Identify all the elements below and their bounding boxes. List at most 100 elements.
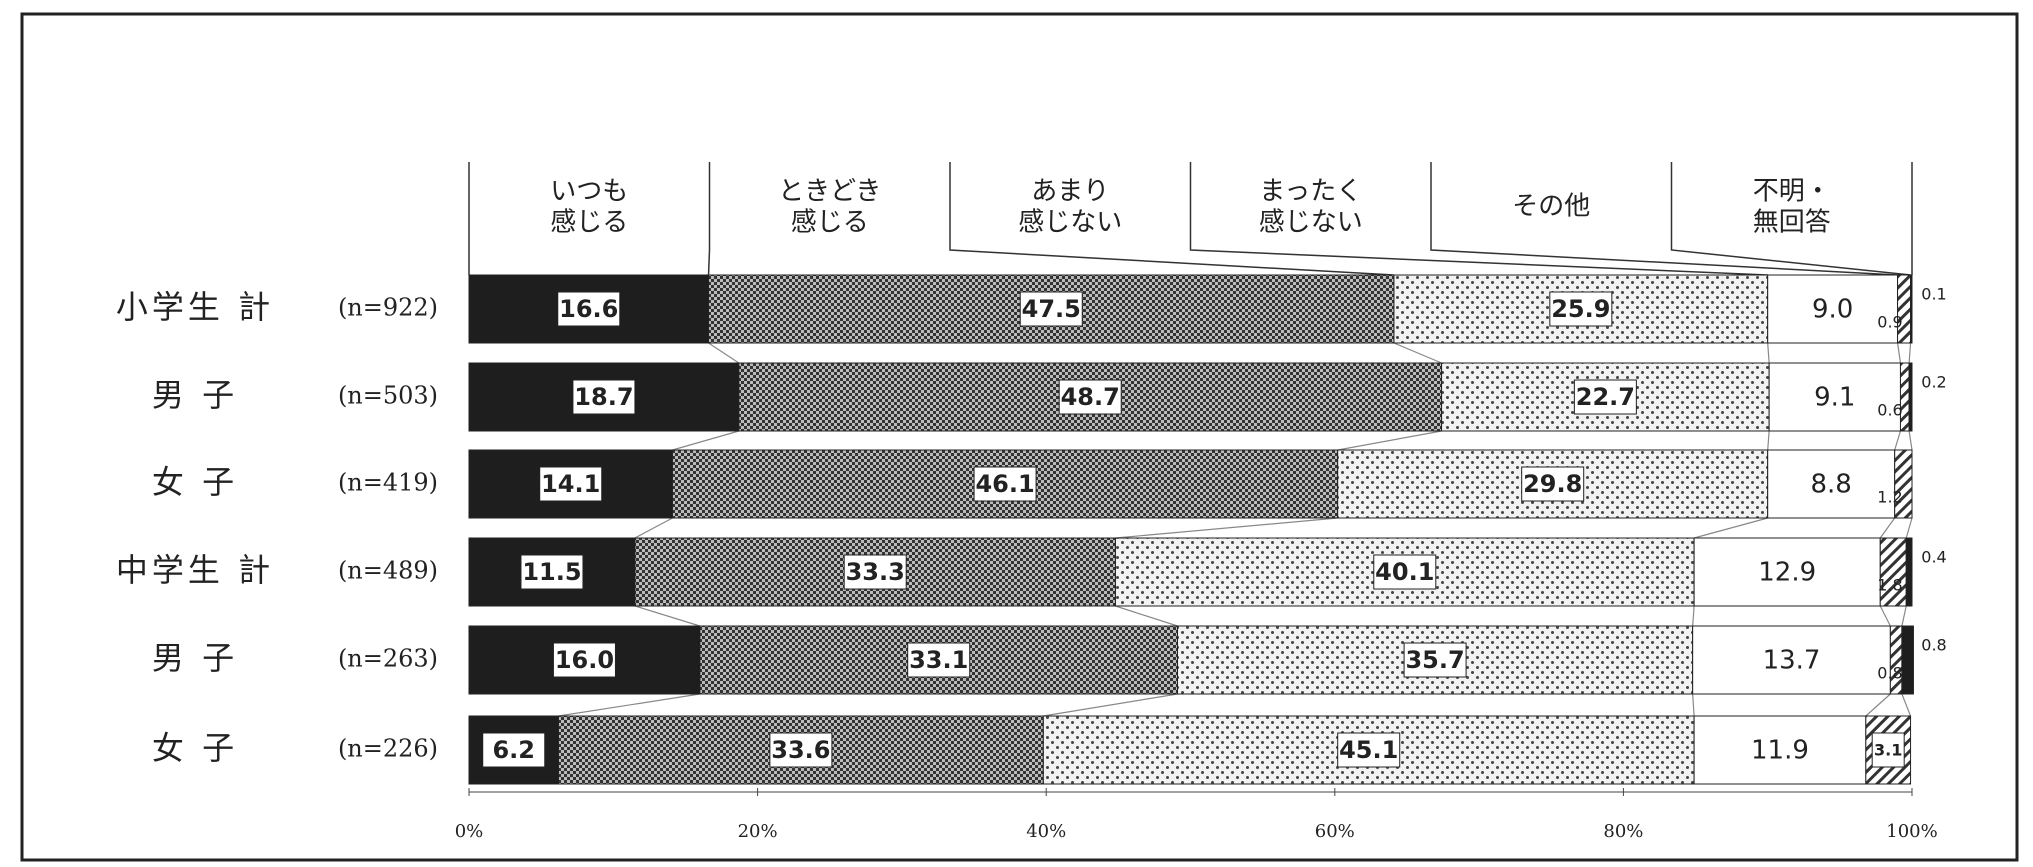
category-label: 女 子 [152, 463, 238, 501]
value-label: 3.1 [1874, 741, 1902, 760]
label-box [539, 466, 603, 502]
value-label: 29.8 [1523, 470, 1582, 498]
value-label: 14.1 [541, 470, 600, 498]
connector [1767, 430, 1770, 451]
label-box [552, 642, 616, 678]
value-label: 12.9 [1758, 558, 1816, 588]
header-divider [949, 162, 1395, 276]
x-tick-label: 20% [738, 821, 778, 842]
label-box [769, 732, 833, 768]
value-label: 33.1 [909, 646, 968, 674]
bar-segment [1693, 715, 1867, 785]
label-box [843, 554, 907, 590]
bar-segment [1767, 274, 1899, 344]
sample-size: (n=503) [338, 382, 438, 410]
connector [1896, 342, 1902, 364]
x-tick-label: 0% [455, 821, 484, 842]
value-label: 0.1 [1921, 285, 1946, 304]
connector [634, 605, 701, 627]
value-label: 1.8 [1877, 576, 1902, 595]
x-tick-label: 60% [1315, 821, 1355, 842]
value-label: 8.8 [1811, 470, 1852, 500]
category-label: 男 子 [152, 376, 238, 414]
label-box [973, 466, 1037, 502]
value-label: 0.9 [1877, 313, 1902, 332]
label-box [1403, 642, 1467, 678]
bar-segment [1894, 449, 1913, 519]
value-label: 9.0 [1812, 295, 1853, 325]
value-label: 33.6 [771, 736, 830, 764]
legend-label: ときどき感じる [778, 176, 881, 237]
label-box [1337, 732, 1401, 768]
connector [1894, 430, 1902, 451]
label-box [1373, 554, 1437, 590]
connector [1692, 605, 1695, 627]
connector [1115, 605, 1178, 627]
connector [1043, 693, 1178, 717]
bar-segment [1692, 625, 1891, 695]
value-label: 16.0 [555, 646, 614, 674]
value-label: 0.6 [1877, 401, 1902, 420]
sample-size: (n=226) [338, 735, 438, 763]
value-label: 45.1 [1339, 736, 1398, 764]
label-box [1549, 291, 1613, 327]
header-divider [1189, 162, 1768, 276]
header-divider [707, 162, 711, 276]
value-label: 35.7 [1405, 646, 1464, 674]
x-tick-label: 80% [1603, 821, 1643, 842]
bar-segment [1767, 449, 1896, 519]
connector [1767, 342, 1770, 364]
label-box [1521, 466, 1585, 502]
connector [1879, 517, 1896, 539]
connector [708, 342, 740, 364]
value-label: 18.7 [574, 383, 633, 411]
value-label: 0.4 [1921, 548, 1946, 567]
legend-label: まったく感じない [1259, 176, 1363, 237]
connector [1693, 517, 1768, 539]
value-label: 48.7 [1061, 383, 1120, 411]
value-label: 16.6 [559, 295, 618, 323]
value-label: 1.2 [1877, 488, 1902, 507]
connector [1879, 605, 1891, 627]
value-label: 22.7 [1576, 383, 1635, 411]
connector [634, 517, 673, 539]
bar-segment [1897, 274, 1912, 344]
bar-segment [1693, 537, 1881, 607]
bar-segment [1901, 625, 1914, 695]
label-box [572, 379, 636, 415]
label-box [520, 554, 584, 590]
connector [1908, 342, 1912, 364]
bar-segment [1889, 625, 1903, 695]
connector [1692, 693, 1695, 717]
sample-size: (n=263) [338, 645, 438, 673]
label-box [1058, 379, 1122, 415]
connector [1337, 430, 1442, 451]
value-label: 0.2 [1921, 373, 1946, 392]
value-label: 33.3 [846, 558, 905, 586]
bar-segment [1905, 537, 1913, 607]
value-label: 9.1 [1814, 383, 1855, 413]
legend-label: あまり感じない [1018, 176, 1122, 237]
header-divider [1430, 162, 1898, 276]
value-label: 13.7 [1763, 646, 1821, 676]
value-label: 46.1 [975, 470, 1034, 498]
connector [672, 430, 740, 451]
category-label: 中学生 計 [116, 551, 274, 589]
legend-label: 不明・無回答 [1753, 176, 1831, 237]
connector [1393, 342, 1442, 364]
bar-segment [1908, 362, 1913, 432]
connector [1901, 605, 1907, 627]
value-label: 11.5 [522, 558, 581, 586]
value-label: 0.8 [1921, 636, 1946, 655]
header-divider [1670, 162, 1911, 276]
value-label: 0.8 [1877, 664, 1902, 683]
connector [1905, 517, 1913, 539]
category-label: 女 子 [152, 729, 238, 767]
bar-segment [1768, 362, 1901, 432]
connector [1115, 517, 1338, 539]
legend-label: いつも感じる [550, 176, 628, 237]
value-label: 25.9 [1551, 295, 1610, 323]
category-label: 小学生 計 [116, 288, 274, 326]
bar-segment [1899, 362, 1910, 432]
